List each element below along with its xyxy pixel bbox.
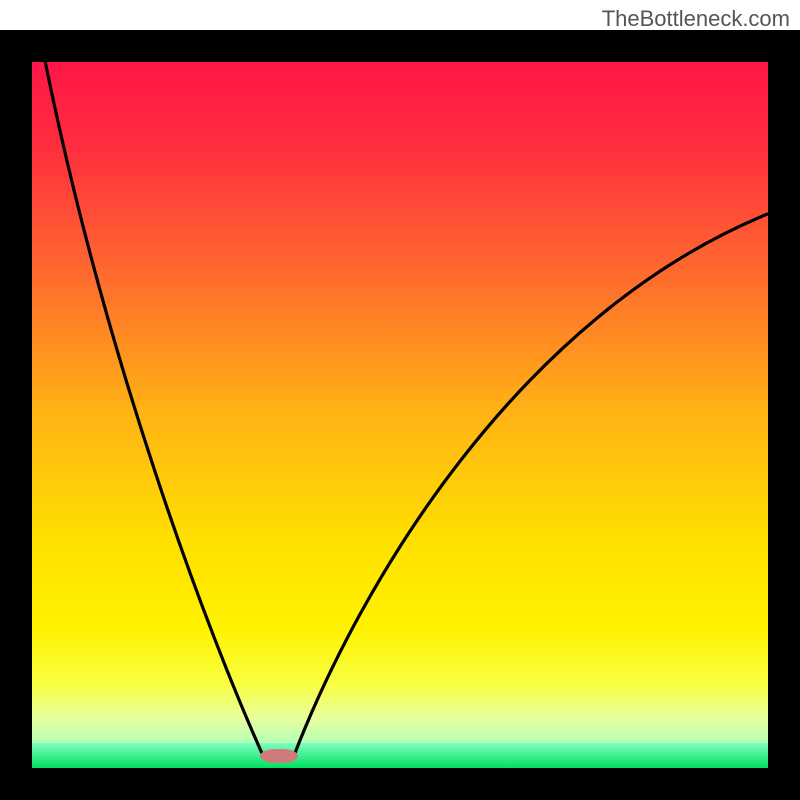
watermark-text: TheBottleneck.com bbox=[602, 6, 790, 32]
curve-left-branch bbox=[45, 62, 264, 757]
plot-area bbox=[32, 62, 768, 768]
curve-right-branch bbox=[293, 214, 768, 758]
optimal-point-marker bbox=[260, 749, 298, 763]
bottleneck-curve bbox=[32, 62, 768, 768]
bottleneck-chart: { "watermark": { "text": "TheBottleneck.… bbox=[0, 0, 800, 800]
